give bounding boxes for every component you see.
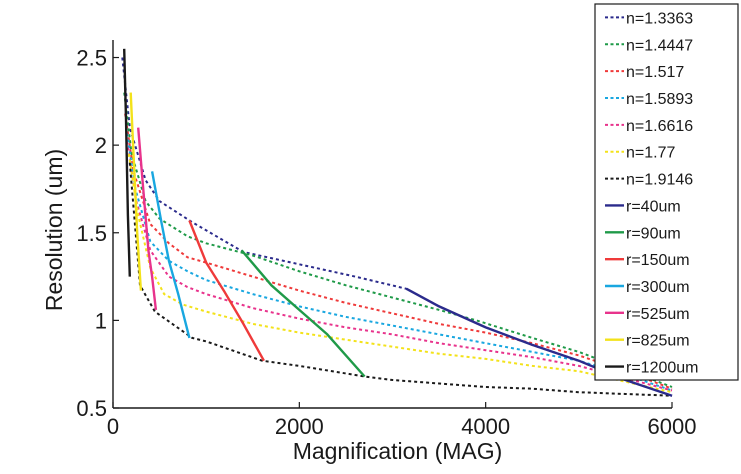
series-line-1: [121, 57, 673, 397]
series-line-10: [188, 220, 265, 362]
legend-label-9: r=90um: [626, 225, 681, 242]
y-tick-label: 1.5: [76, 221, 107, 246]
series-line-3: [124, 113, 673, 390]
legend-label-5: n=1.6616: [626, 118, 693, 135]
legend-label-14: r=1200um: [626, 360, 699, 377]
legend-label-3: n=1.517: [626, 64, 684, 81]
y-axis-title: Resolution (um): [41, 149, 67, 311]
series-line-12: [137, 127, 158, 311]
y-tick-label: 2: [95, 133, 107, 158]
x-axis-title: Magnification (MAG): [293, 438, 503, 464]
x-tick-label: 6000: [648, 414, 697, 439]
legend-label-11: r=300um: [626, 279, 690, 296]
series-line-5: [126, 141, 673, 392]
legend-box: [594, 3, 739, 381]
legend: n=1.3363 n=1.4447 n=1.517 n=1.5893 n=1.6616 n…: [594, 3, 739, 381]
legend-label-6: n=1.77: [626, 145, 675, 162]
plot-lines: [121, 48, 673, 397]
y-tick-label: 2.5: [76, 46, 107, 71]
legend-label-4: n=1.5893: [626, 91, 693, 108]
y-tick-label: 1: [95, 308, 107, 333]
legend-label-8: r=40um: [626, 198, 681, 215]
series-line-14: [123, 48, 131, 277]
legend-label-2: n=1.4447: [626, 37, 693, 54]
x-tick-label: 2000: [275, 414, 324, 439]
series-line-4: [125, 127, 673, 392]
series-line-2: [123, 92, 673, 388]
series-line-9: [240, 249, 366, 378]
axes: 0 2000 4000 6000 0.5 1 1.5 2 2.5: [76, 40, 696, 439]
legend-label-7: n=1.9146: [626, 172, 693, 189]
series-line-11: [150, 171, 191, 339]
legend-label-12: r=525um: [626, 306, 690, 323]
x-tick-label: 0: [107, 414, 119, 439]
legend-label-13: r=825um: [626, 333, 690, 350]
legend-label-10: r=150um: [626, 252, 690, 269]
legend-label-1: n=1.3363: [626, 10, 693, 27]
series-line-13: [129, 92, 143, 291]
series-line-6: [127, 153, 673, 394]
x-tick-label: 4000: [461, 414, 510, 439]
y-tick-label: 0.5: [76, 396, 107, 421]
series-line-7: [128, 162, 673, 397]
